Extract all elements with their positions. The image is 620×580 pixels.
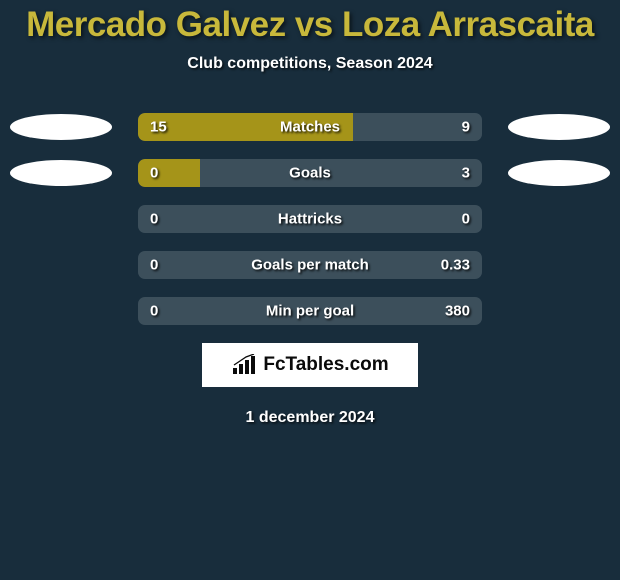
stat-bar: 15 Matches 9 xyxy=(138,113,482,141)
player-right-avatar xyxy=(508,114,610,140)
player-left-avatar xyxy=(10,160,112,186)
stat-row: 0 Goals per match 0.33 xyxy=(0,251,620,279)
stat-row: 0 Hattricks 0 xyxy=(0,205,620,233)
stat-row: 0 Goals 3 xyxy=(0,159,620,187)
comparison-subtitle: Club competitions, Season 2024 xyxy=(0,55,620,73)
avatar-spacer xyxy=(10,252,112,278)
source-logo: FcTables.com xyxy=(202,343,418,387)
avatar-spacer xyxy=(508,298,610,324)
stat-bar: 0 Hattricks 0 xyxy=(138,205,482,233)
stat-metric-label: Min per goal xyxy=(266,303,354,320)
stat-right-value: 3 xyxy=(462,165,470,182)
avatar-spacer xyxy=(10,206,112,232)
stat-metric-label: Goals xyxy=(289,165,331,182)
stat-left-value: 0 xyxy=(150,211,158,228)
player-left-avatar xyxy=(10,114,112,140)
player-right-avatar xyxy=(508,160,610,186)
comparison-title: Mercado Galvez vs Loza Arrascaita xyxy=(0,5,620,45)
stat-right-value: 9 xyxy=(462,119,470,136)
stat-left-value: 0 xyxy=(150,303,158,320)
stat-metric-label: Goals per match xyxy=(251,257,369,274)
stat-right-value: 0.33 xyxy=(441,257,470,274)
stat-left-value: 0 xyxy=(150,165,158,182)
stat-bar: 0 Min per goal 380 xyxy=(138,297,482,325)
stat-left-value: 15 xyxy=(150,119,167,136)
logo-text: FcTables.com xyxy=(263,354,388,376)
stat-row: 15 Matches 9 xyxy=(0,113,620,141)
date-label: 1 december 2024 xyxy=(0,409,620,427)
stat-metric-label: Matches xyxy=(280,119,340,136)
stat-bar: 0 Goals per match 0.33 xyxy=(138,251,482,279)
stat-left-value: 0 xyxy=(150,257,158,274)
avatar-spacer xyxy=(508,252,610,278)
stat-bar-fill xyxy=(138,159,200,187)
avatar-spacer xyxy=(10,298,112,324)
stat-row: 0 Min per goal 380 xyxy=(0,297,620,325)
avatar-spacer xyxy=(508,206,610,232)
stat-metric-label: Hattricks xyxy=(278,211,342,228)
stat-right-value: 380 xyxy=(445,303,470,320)
stat-right-value: 0 xyxy=(462,211,470,228)
chart-icon xyxy=(231,354,257,376)
stat-bar: 0 Goals 3 xyxy=(138,159,482,187)
